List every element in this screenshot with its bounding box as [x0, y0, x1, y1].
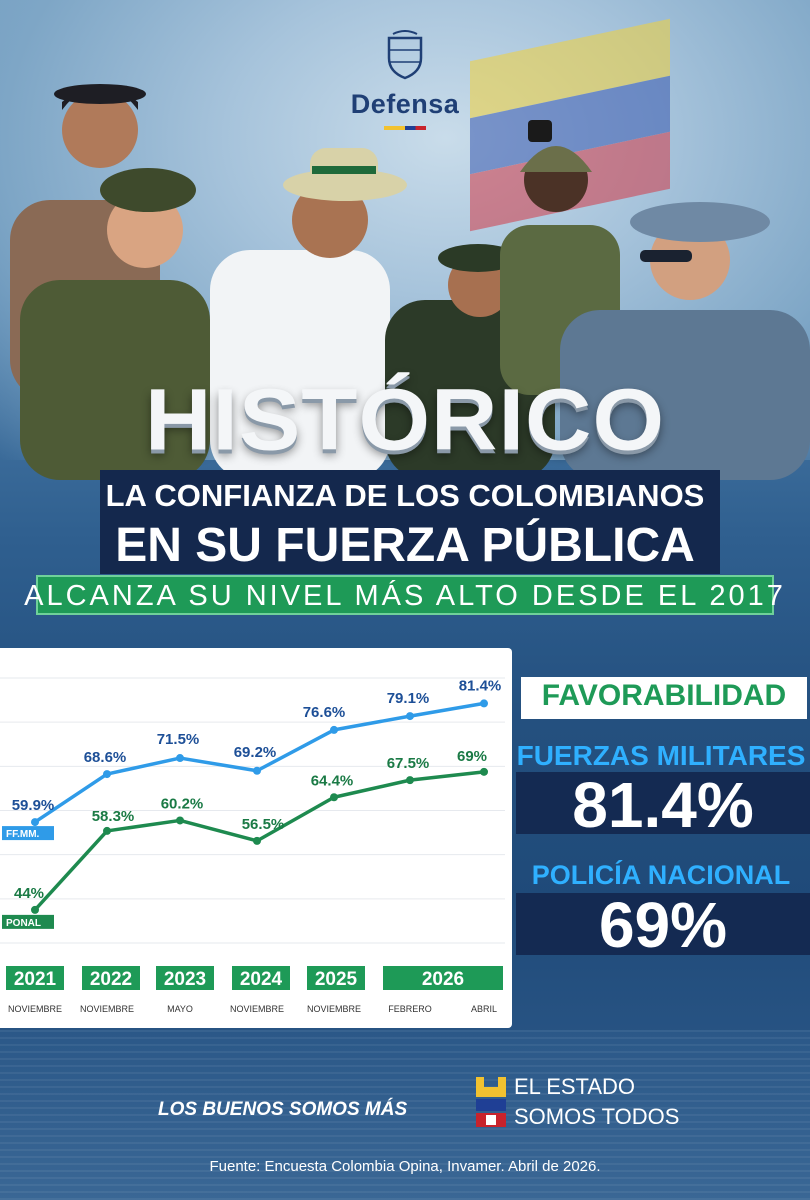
subheadline-band	[100, 470, 720, 574]
subheadline-line2: EN SU FUERZA PÚBLICA	[115, 519, 695, 572]
year-box	[383, 966, 503, 990]
source-note: Fuente: Encuesta Colombia Opina, Invamer…	[209, 1158, 601, 1175]
subheadline-line1: LA CONFIANZA DE LOS COLOMBIANOS	[105, 478, 705, 513]
data-label: 68.6%	[84, 749, 127, 766]
data-label: 79.1%	[387, 690, 430, 707]
data-label: 59.9%	[12, 797, 55, 814]
data-point	[103, 826, 111, 835]
series-tag-ffmm	[2, 826, 54, 841]
data-point	[330, 725, 338, 734]
data-point	[176, 816, 184, 825]
person-airforce-saluting	[560, 202, 810, 480]
year-box	[232, 966, 290, 990]
police-value-box	[516, 893, 810, 955]
month-label: NOVIEMBRE	[8, 1004, 62, 1014]
series-tag-ponal	[2, 914, 54, 929]
year-label: 2024	[240, 969, 283, 990]
year-box	[307, 966, 365, 990]
month-label: NOVIEMBRE	[230, 1004, 284, 1014]
data-point	[253, 836, 261, 845]
data-label: 44%	[14, 885, 44, 902]
estado-logo-icon	[476, 1077, 506, 1127]
data-label: 58.3%	[92, 808, 135, 825]
data-point	[480, 699, 488, 708]
data-point	[31, 905, 39, 914]
month-label: NOVIEMBRE	[307, 1004, 361, 1014]
data-point	[253, 766, 261, 775]
year-box	[82, 966, 140, 990]
tagline-text: ALCANZA SU NIVEL MÁS ALTO DESDE EL 2017	[24, 580, 786, 612]
military-value: 81.4%	[572, 769, 754, 841]
estado-line1: EL ESTADO	[514, 1074, 636, 1099]
police-label: POLICÍA NACIONAL	[531, 860, 791, 890]
year-label: 2022	[90, 969, 132, 990]
data-label: 67.5%	[387, 755, 430, 772]
military-label: FUERZAS MILITARES	[516, 740, 806, 771]
ministry-logo: Defensa	[330, 30, 480, 130]
military-value-box	[516, 772, 810, 834]
series-tag-ffmm-label: FF.MM.	[6, 829, 40, 840]
police-value: 69%	[598, 889, 728, 961]
person-official	[210, 148, 407, 480]
year-label: 2023	[164, 969, 206, 990]
data-label: 69.2%	[234, 744, 277, 761]
favorability-heading: FAVORABILIDAD	[541, 679, 787, 712]
group-photo	[10, 84, 810, 480]
year-box	[6, 966, 64, 990]
series-tag-ponal-label: PONAL	[6, 918, 41, 929]
year-label: 2021	[14, 969, 57, 990]
slogan-text: LOS BUENOS SOMOS MÁS	[158, 1099, 408, 1120]
month-label: NOVIEMBRE	[80, 1004, 134, 1014]
flag-color-bar	[384, 126, 426, 130]
data-point	[406, 776, 414, 785]
month-label: FEBRERO	[388, 1004, 432, 1014]
year-label: 2025	[315, 969, 358, 990]
data-point	[406, 712, 414, 721]
month-label: MAYO	[167, 1004, 193, 1014]
data-label: 60.2%	[161, 795, 204, 812]
month-label: ABRIL	[471, 1004, 497, 1014]
estado-line2: SOMOS TODOS	[514, 1104, 680, 1129]
coat-of-arms-icon	[387, 30, 423, 80]
year-label: 2026	[422, 969, 464, 990]
data-label: 64.4%	[311, 772, 354, 789]
data-point	[330, 793, 338, 802]
data-point	[480, 767, 488, 776]
favorability-box	[521, 677, 807, 719]
data-point	[103, 770, 111, 779]
data-label: 69%	[457, 748, 487, 765]
data-label: 56.5%	[242, 816, 285, 833]
data-label: 71.5%	[157, 731, 200, 748]
person-soldier-woman	[20, 168, 210, 480]
data-label: 81.4%	[459, 677, 502, 694]
headline-title: HISTÓRICO	[144, 371, 666, 469]
trust-line-chart: 59.9% 68.6% 71.5% 69.2% 76.6% 79.1% 81.4% 44% 58…	[0, 677, 505, 1014]
ministry-name: Defensa	[350, 89, 460, 119]
data-point	[31, 818, 39, 827]
tagline-band	[36, 575, 774, 615]
year-box	[156, 966, 214, 990]
newspaper-background	[0, 1030, 810, 1200]
data-point	[176, 754, 184, 763]
data-label: 76.6%	[303, 704, 346, 721]
